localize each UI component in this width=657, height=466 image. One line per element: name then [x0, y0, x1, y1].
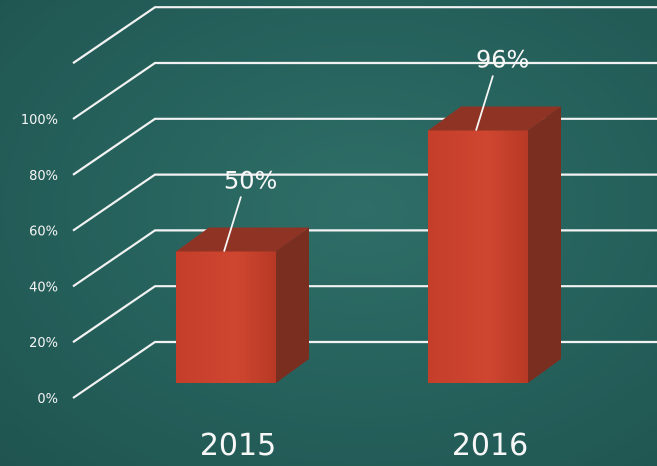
- bar-side: [528, 106, 561, 384]
- bar-top: [176, 227, 309, 252]
- x-axis-categories: 2015 2016: [200, 428, 528, 463]
- data-label: 96%: [476, 46, 529, 74]
- y-tick-label: 40%: [29, 280, 58, 295]
- data-label-leader: [223, 196, 242, 252]
- x-category-label: 2016: [452, 428, 528, 463]
- gridline: [72, 117, 657, 176]
- bar-2015: [176, 251, 276, 383]
- gridline: [72, 285, 657, 344]
- gridlines: [72, 6, 657, 399]
- data-label-leader: [475, 75, 494, 131]
- y-tick-label: 20%: [29, 336, 58, 351]
- y-axis-ticks: 0% 20% 40% 60% 80% 100%: [21, 113, 58, 407]
- gridline: [72, 61, 657, 120]
- y-tick-label: 80%: [29, 169, 58, 184]
- data-label: 50%: [224, 167, 277, 195]
- bar-2016: [428, 130, 528, 383]
- y-tick-label: 0%: [37, 392, 58, 407]
- x-category-label: 2015: [200, 428, 276, 463]
- bars: [176, 106, 561, 384]
- gridline: [72, 6, 657, 65]
- bar-side: [276, 227, 309, 383]
- gridline: [72, 173, 657, 232]
- data-labels: 50% 96%: [223, 46, 529, 252]
- y-tick-label: 60%: [29, 225, 58, 240]
- bar-top: [428, 106, 561, 131]
- y-tick-label: 100%: [21, 113, 58, 128]
- gridline: [72, 340, 657, 399]
- gridline: [72, 229, 657, 288]
